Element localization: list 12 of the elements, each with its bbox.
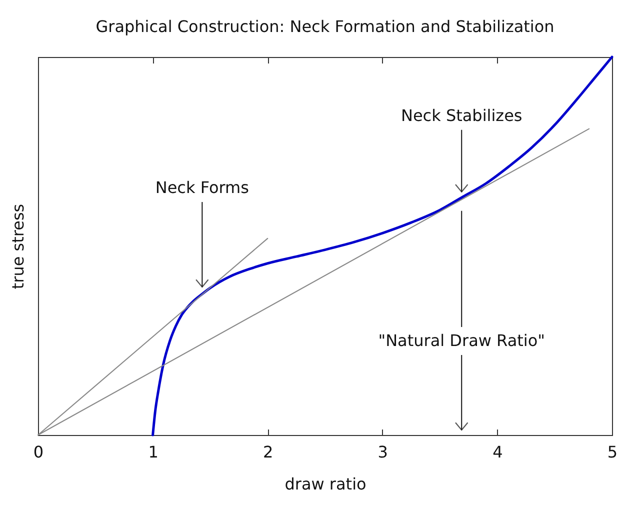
x-tick-label: 3 (378, 442, 388, 462)
x-axis-title: draw ratio (284, 474, 366, 494)
x-tick-label: 2 (263, 442, 274, 462)
x-tick-label: 5 (607, 442, 618, 462)
y-axis-title: true stress (8, 204, 28, 290)
annotation: "Natural Draw Ratio" (378, 331, 546, 350)
x-tick-label: 0 (33, 442, 44, 462)
annotation: Neck Stabilizes (400, 106, 522, 125)
x-tick-label: 4 (492, 442, 503, 462)
annotation: Neck Forms (155, 178, 249, 198)
chart-title: Graphical Construction: Neck Formation and Stabilization (96, 16, 554, 36)
x-tick-label: 1 (148, 442, 158, 462)
